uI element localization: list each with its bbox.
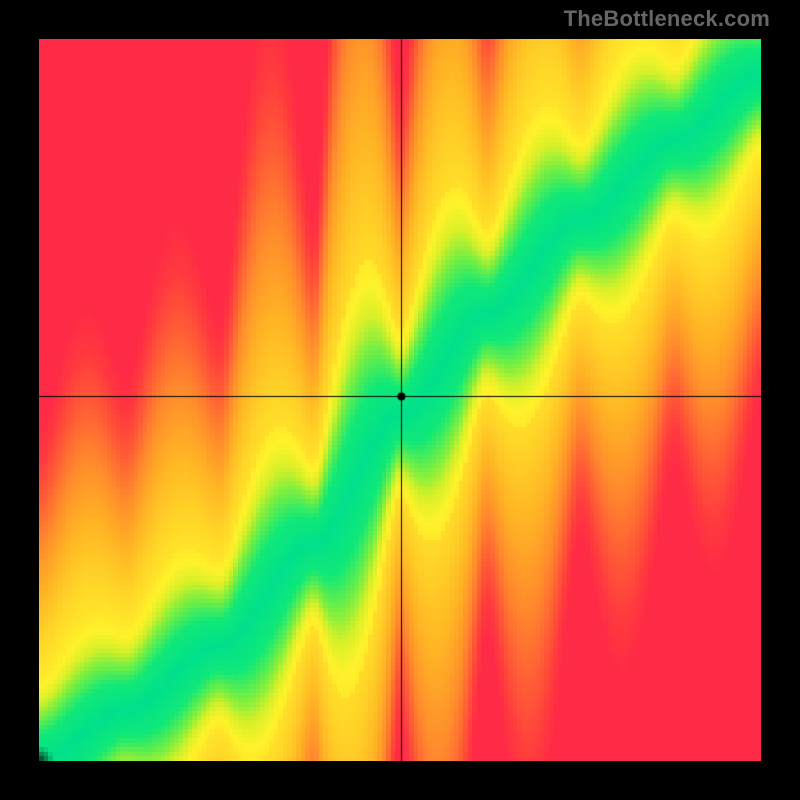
crosshair-overlay [35, 35, 765, 765]
watermark-text: TheBottleneck.com [564, 6, 770, 32]
chart-container: TheBottleneck.com [0, 0, 800, 800]
